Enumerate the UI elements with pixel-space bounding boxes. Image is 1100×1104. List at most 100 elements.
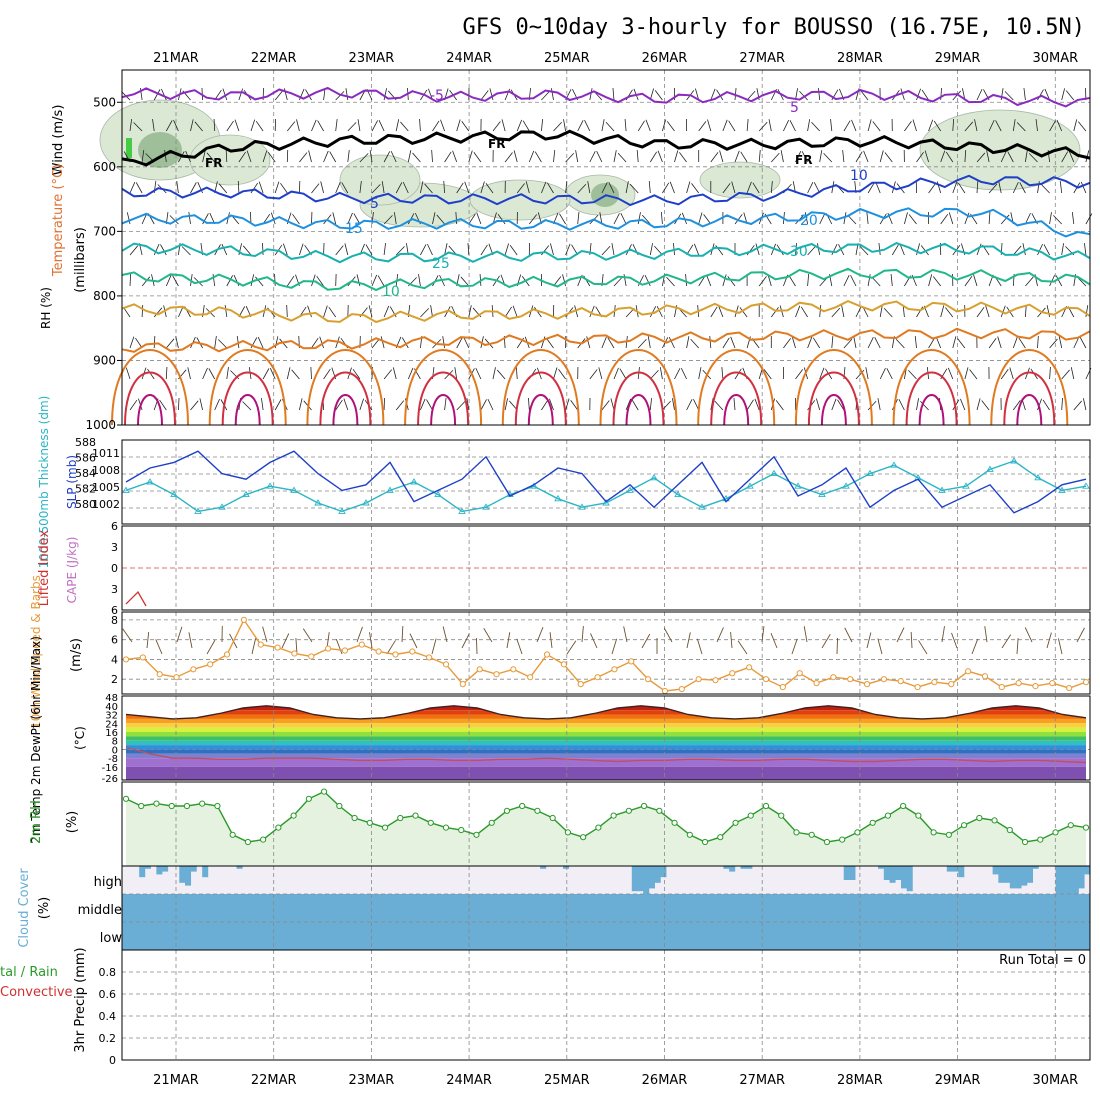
- cloud-high-bar: [1027, 866, 1033, 883]
- cloud-high-bar: [1004, 866, 1010, 883]
- cloud-high-bar: [907, 866, 913, 891]
- cloud-high-bar: [1073, 866, 1079, 894]
- temp2m-unit: (°C): [73, 726, 87, 750]
- contour-label: 10: [850, 168, 868, 184]
- rh2m-point: [1022, 839, 1027, 844]
- wind10-speed-point: [679, 686, 684, 691]
- contour-label: 15: [345, 221, 363, 237]
- slp-tick-label: 1002: [92, 498, 120, 511]
- wind10-speed-point: [932, 680, 937, 685]
- wind10-speed-point: [747, 665, 752, 670]
- rh2m-point: [1053, 830, 1058, 835]
- rh2m-point: [535, 808, 540, 813]
- rh2m-point: [992, 818, 997, 823]
- rh2m-point: [398, 815, 403, 820]
- wind10-speed-point: [511, 667, 516, 672]
- rh2m-point: [169, 803, 174, 808]
- wind10-speed-point: [629, 659, 634, 664]
- top-date-label: 21MAR: [153, 51, 199, 66]
- rh2m-point: [687, 832, 692, 837]
- rh2m-point: [443, 825, 448, 830]
- wind10-speed-point: [1067, 685, 1072, 690]
- rh2m-point: [504, 808, 509, 813]
- bottom-date-label: 23MAR: [349, 1073, 395, 1088]
- run-total-label: Run Total = 0: [999, 953, 1086, 968]
- slp-label: SLP (mb): [65, 455, 79, 509]
- wind10-speed-point: [848, 677, 853, 682]
- temperature-label: Temperature (°C): [51, 164, 66, 277]
- contour-label: 10: [382, 284, 400, 300]
- wind10-speed-point: [258, 642, 263, 647]
- millibars-label: (millibars): [73, 227, 88, 293]
- rh2m-point: [611, 813, 616, 818]
- cloud-high-bar: [1021, 866, 1027, 886]
- wind10-speed-point: [730, 671, 735, 676]
- cloud-unit: (%): [37, 897, 52, 920]
- wind10-speed-point: [224, 652, 229, 657]
- cloud-high-bar: [998, 866, 1004, 883]
- wind10-speed-point: [864, 682, 869, 687]
- wind10-speed-point: [696, 677, 701, 682]
- wind10-speed-point: [898, 679, 903, 684]
- pressure-tick-label: 700: [93, 224, 116, 238]
- wind10-speed-point: [982, 674, 987, 679]
- lifted-tick-label: 3: [111, 541, 118, 554]
- lifted-tick-label: 6: [111, 520, 118, 533]
- rh2m-point: [596, 825, 601, 830]
- pressure-tick-label: 500: [93, 95, 116, 109]
- wind10-speed-point: [646, 677, 651, 682]
- rh2m-point: [779, 813, 784, 818]
- slp-tick-label: 1011: [92, 447, 120, 460]
- pressure-tick-label: 1000: [85, 418, 116, 432]
- rh2m-point: [931, 830, 936, 835]
- cloud-high-bar: [1056, 866, 1062, 894]
- bottom-date-label: 24MAR: [446, 1073, 492, 1088]
- wind10-speed-point: [410, 649, 415, 654]
- cloud-high-bar: [638, 866, 644, 891]
- cloud-high-bar: [849, 866, 855, 880]
- rh2m-point: [184, 803, 189, 808]
- wind10-barb: [476, 638, 477, 654]
- cloud-high-bar: [993, 866, 999, 874]
- precip-tick-label: 0.8: [99, 966, 117, 979]
- cloud-high-bar: [179, 866, 185, 883]
- rh2m-point: [367, 820, 372, 825]
- cloud-high-bar: [632, 866, 638, 891]
- chart-title: GFS 0~10day 3-hourly for BOUSSO (16.75E,…: [462, 15, 1085, 40]
- wind10-speed-point: [966, 669, 971, 674]
- wind10-speed-point: [1050, 681, 1055, 686]
- rh2m-point: [748, 813, 753, 818]
- wind10-speed-point: [477, 667, 482, 672]
- cloud-high-bar: [156, 866, 162, 874]
- wind10-speed-point: [528, 675, 533, 680]
- bottom-date-label: 30MAR: [1032, 1073, 1078, 1088]
- rh2m-point: [139, 803, 144, 808]
- rh2m-point: [870, 820, 875, 825]
- wind10-speed-point: [376, 649, 381, 654]
- rh2m-point: [337, 803, 342, 808]
- rh2m-point: [916, 813, 921, 818]
- rh2m-point: [977, 815, 982, 820]
- cloud-high-bar: [729, 866, 735, 872]
- top-date-label: 24MAR: [446, 51, 492, 66]
- rh2m-point: [459, 827, 464, 832]
- wind10-speed-point: [763, 677, 768, 682]
- wind10-speed-point: [780, 684, 785, 689]
- contour-label: 20: [800, 213, 818, 229]
- cloud-high-bar: [162, 866, 168, 872]
- wind10-speed-point: [241, 617, 246, 622]
- temp-band: [122, 745, 1090, 749]
- pressure-tick-label: 600: [93, 160, 116, 174]
- slp-tick-label: 1008: [92, 464, 120, 477]
- wind10-speed-point: [544, 652, 549, 657]
- rh2m-point: [382, 825, 387, 830]
- freezing-label: FR: [795, 153, 812, 167]
- wind10-barb: [837, 638, 838, 654]
- contour-label: 30: [790, 244, 808, 260]
- cloud-panel: [122, 866, 1090, 950]
- wind10-unit: (m/s): [69, 638, 84, 672]
- top-date-label: 25MAR: [544, 51, 590, 66]
- rh2m-point: [824, 839, 829, 844]
- wind10-tick-label: 2: [111, 673, 118, 686]
